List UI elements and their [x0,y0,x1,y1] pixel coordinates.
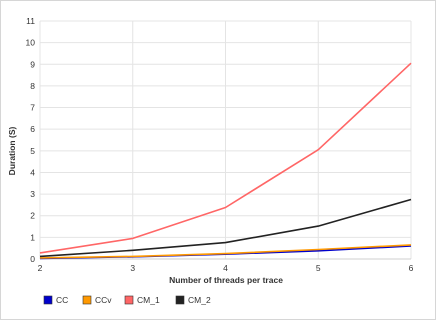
legend-swatch-cm-2 [175,295,185,305]
legend-label-cm-2: CM_2 [188,295,211,305]
x-tick-label: 3 [130,263,135,273]
y-axis-title: Duration (S) [7,127,17,176]
y-tick-label: 1 [30,232,35,242]
series-line-cm-2 [39,198,412,258]
y-tick-label: 6 [30,124,35,134]
grid-lines [39,20,412,260]
y-tick-labels: 0 1 2 3 4 5 6 7 8 9 10 11 [26,16,36,264]
y-tick-label: 4 [30,167,35,177]
legend-swatch-cc [43,295,53,305]
y-tick-label: 3 [30,189,35,199]
x-tick-label: 2 [38,263,43,273]
series-line-cm-1 [39,62,412,254]
x-tick-label: 5 [316,263,321,273]
legend-label-cm-1: CM_1 [137,295,160,305]
legend: CC CCv CM_1 CM_2 [43,295,211,305]
y-tick-label: 7 [30,103,35,113]
x-tick-label: 4 [223,263,228,273]
x-tick-labels: 2 3 4 5 6 [38,263,414,273]
y-tick-label: 5 [30,146,35,156]
y-tick-label: 11 [26,16,35,26]
series-line-ccv [39,244,412,259]
y-tick-label: 10 [26,38,36,48]
y-tick-label: 2 [30,211,35,221]
x-axis-title: Number of threads per trace [169,275,283,285]
legend-label-cc: CC [56,295,68,305]
legend-swatch-ccv [82,295,92,305]
legend-label-ccv: CCv [95,295,112,305]
y-tick-label: 9 [30,59,35,69]
series-lines [39,62,412,260]
legend-swatch-cm-1 [124,295,134,305]
y-tick-label: 0 [30,254,35,264]
x-tick-label: 6 [409,263,414,273]
y-tick-label: 8 [30,81,35,91]
